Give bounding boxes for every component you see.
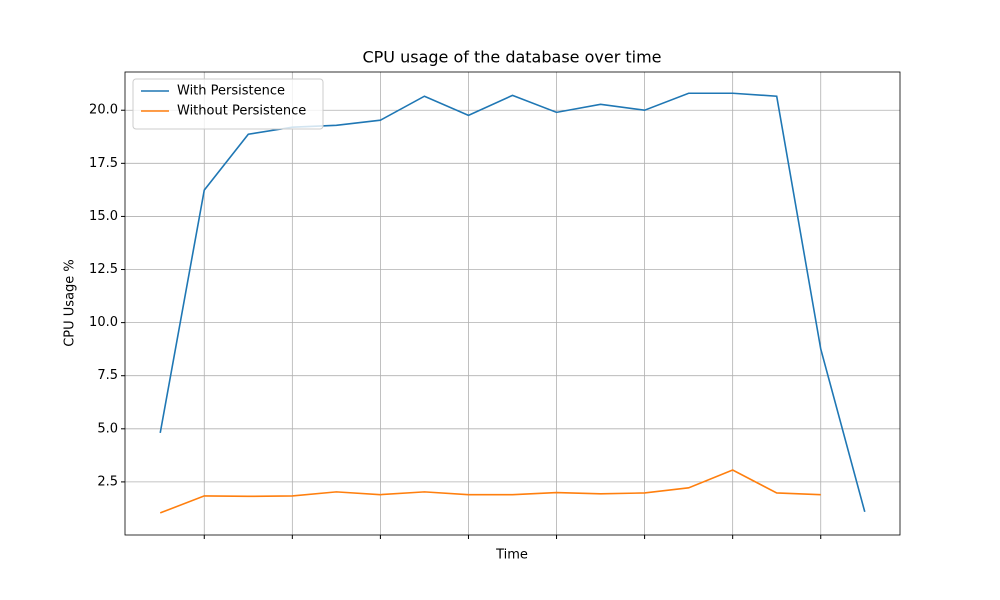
legend-box	[132, 78, 324, 130]
line-series	[159, 469, 821, 514]
plot-frame	[124, 71, 901, 536]
y-tick-label: 12.5	[89, 262, 118, 277]
y-tick-label: 2.5	[97, 474, 118, 489]
y-tick-label: 10.0	[89, 315, 118, 330]
y-tick-label: 5.0	[97, 421, 118, 436]
chart-title: CPU usage of the database over time	[362, 48, 661, 67]
x-axis-label: Time	[495, 548, 528, 563]
legend-label: Without Persistence	[177, 104, 306, 119]
line-series	[159, 92, 866, 513]
y-tick-label: 7.5	[97, 368, 118, 383]
y-tick-label: 20.0	[89, 103, 118, 118]
y-tick-label: 15.0	[89, 209, 118, 224]
y-axis-label: CPU Usage %	[63, 259, 78, 347]
legend-label: With Persistence	[177, 84, 285, 99]
y-tick-label: 17.5	[89, 156, 118, 171]
